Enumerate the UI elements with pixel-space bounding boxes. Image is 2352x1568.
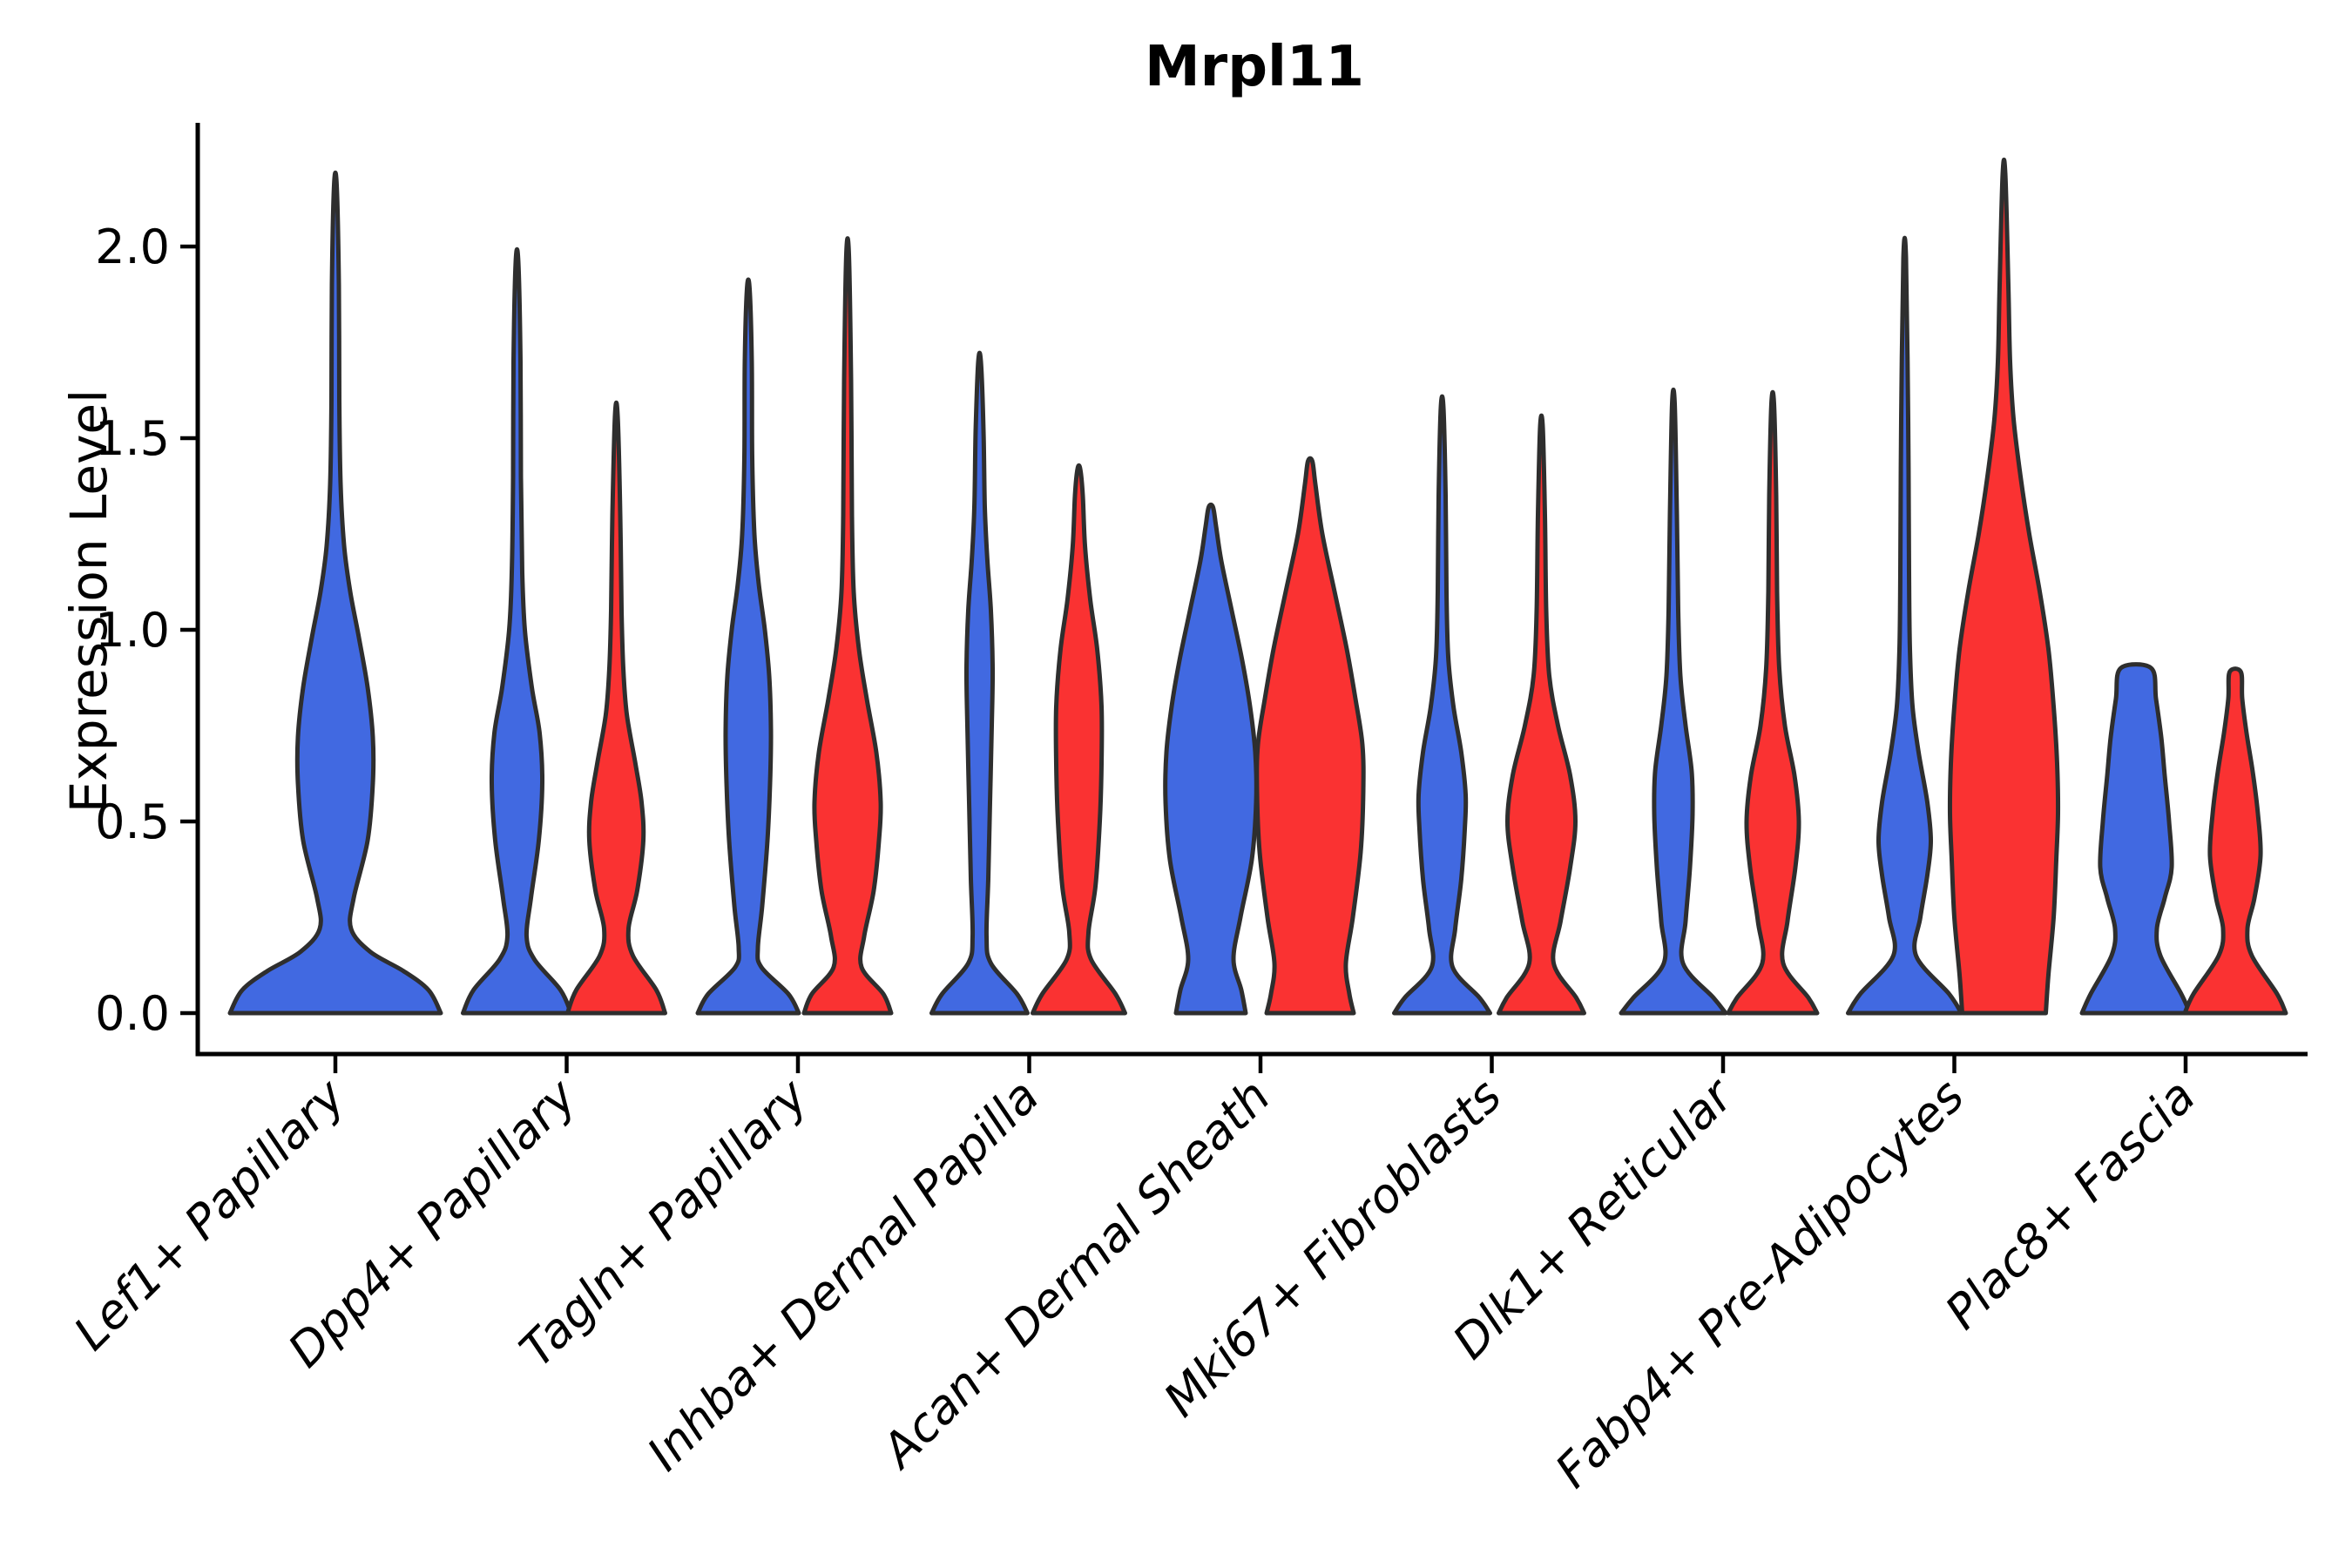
y-tick-label: 0.5 <box>95 794 170 849</box>
x-category-label: Fabp4+ Pre-Adipocytes <box>1544 1069 1974 1498</box>
violin-mki67-red <box>1497 413 1586 1016</box>
violin-acan-red <box>1254 456 1366 1016</box>
violin-dpp4-blue <box>461 247 573 1016</box>
violin-lef1-blue <box>227 170 443 1016</box>
chart-title: Mrpl11 <box>1145 35 1364 99</box>
violin-plac8-red <box>2182 666 2288 1016</box>
axes-layer <box>180 123 2308 1073</box>
violin-inhba-red <box>1031 463 1127 1016</box>
x-category-label: Plac8+ Fascia <box>1935 1069 2206 1340</box>
x-category-label: Inhba+ Dermal Papilla <box>637 1069 1050 1482</box>
y-tick-label: 1.5 <box>95 411 170 466</box>
violin-mki67-blue <box>1392 394 1492 1016</box>
x-category-label: Acan+ Dermal Sheath <box>869 1069 1281 1480</box>
violin-inhba-blue <box>929 350 1030 1016</box>
violin-tagln-red <box>801 236 894 1016</box>
violins-layer <box>227 157 2288 1016</box>
violin-tagln-blue <box>695 277 801 1016</box>
violin-dpp4-red <box>565 400 667 1016</box>
y-tick-label: 1.0 <box>95 603 170 658</box>
violin-plac8-blue <box>2079 662 2193 1016</box>
violin-fabp4-red <box>1947 157 2061 1016</box>
violin-fabp4-blue <box>1846 235 1963 1016</box>
y-tick-label: 0.0 <box>95 986 170 1041</box>
y-tick-label: 2.0 <box>95 220 170 274</box>
y-axis-label: Expression Level <box>59 389 118 813</box>
violin-dlk1-red <box>1726 389 1820 1016</box>
violin-dlk1-blue <box>1619 387 1728 1016</box>
violin-acan-blue <box>1163 503 1259 1016</box>
